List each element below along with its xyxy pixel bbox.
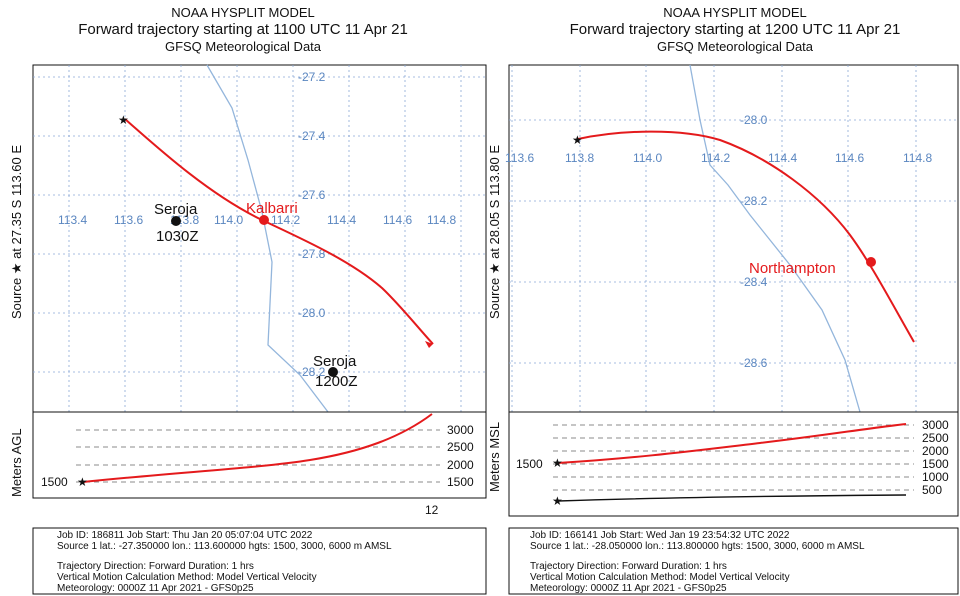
left-panel: NOAA HYSPLIT MODEL Forward trajectory st… <box>9 5 487 595</box>
right-lon-label: 113.8 <box>565 151 594 165</box>
left-seroja-1030-marker <box>171 216 181 226</box>
right-lat-label: -28.4 <box>740 275 768 289</box>
left-height-tick: 3000 <box>447 423 474 437</box>
left-trajectory-arrow <box>425 341 433 348</box>
left-footer-line: Meteorology: 0000Z 11 Apr 2021 - GFS0p25 <box>57 583 254 594</box>
right-height-tick: 2500 <box>922 431 949 445</box>
right-lat-label: -28.2 <box>740 194 768 208</box>
left-footer-line: Source 1 lat.: -27.350000 lon.: 113.6000… <box>57 541 392 552</box>
right-lon-label: 114.0 <box>633 151 662 165</box>
left-height-profile <box>82 413 433 483</box>
right-height-axis-label: Meters MSL <box>487 422 502 492</box>
left-kalbarri-marker <box>259 215 269 225</box>
right-height-tick: 1500 <box>922 457 949 471</box>
right-lon-label: 114.8 <box>903 151 932 165</box>
right-height-profile <box>557 423 907 464</box>
right-height-start-star-icon: ★ <box>552 456 563 470</box>
right-height-frame <box>508 411 959 517</box>
right-lon-label: 114.6 <box>835 151 864 165</box>
left-lon-label: 114.0 <box>214 213 243 227</box>
left-source-label: Source ★ at 27.35 S 113.60 E <box>9 145 24 319</box>
left-height-start-star-icon: ★ <box>77 475 88 489</box>
right-map-frame <box>508 64 959 413</box>
left-place-kalbarri: Kalbarri <box>246 200 298 217</box>
right-footer-frame <box>508 527 959 595</box>
right-title-model: NOAA HYSPLIT MODEL <box>663 5 807 20</box>
left-place-seroja-1200-time: 1200Z <box>315 373 358 390</box>
right-title-trajectory: Forward trajectory starting at 1200 UTC … <box>570 21 901 38</box>
right-title-met-data: GFSQ Meteorological Data <box>657 39 814 54</box>
left-lat-label: -27.4 <box>298 129 326 143</box>
right-trajectory-path <box>577 130 915 343</box>
right-height-profile-lower <box>557 494 907 502</box>
right-height-lower-star-icon: ★ <box>552 494 563 508</box>
right-source-label: Source ★ at 28.05 S 113.80 E <box>487 145 502 319</box>
left-footer-line: Trajectory Direction: Forward Duration: … <box>57 561 254 572</box>
left-start-height: 1500 <box>41 475 68 489</box>
left-height-frame <box>32 411 487 499</box>
left-title-model: NOAA HYSPLIT MODEL <box>171 5 315 20</box>
left-title-met-data: GFSQ Meteorological Data <box>165 39 322 54</box>
right-panel: NOAA HYSPLIT MODEL Forward trajectory st… <box>487 5 959 595</box>
left-height-tick: 2000 <box>447 458 474 472</box>
right-lon-label: 113.6 <box>505 151 534 165</box>
right-lat-label: -28.6 <box>740 356 768 370</box>
right-lat-label: -28.0 <box>740 113 768 127</box>
right-height-tick: 2000 <box>922 444 949 458</box>
right-height-tick: 1000 <box>922 470 949 484</box>
left-height-axis-label: Meters AGL <box>9 428 24 497</box>
right-lon-label: 114.2 <box>701 151 730 165</box>
right-map-grid <box>509 65 958 412</box>
left-lon-label: 113.6 <box>114 213 143 227</box>
right-source-star-icon: ★ <box>572 133 583 147</box>
left-place-seroja-1030: Seroja <box>154 201 198 218</box>
right-start-height: 1500 <box>516 457 543 471</box>
left-map-frame <box>32 64 487 413</box>
right-lon-label: 114.4 <box>768 151 797 165</box>
right-northampton-marker <box>866 257 876 267</box>
left-footer-frame <box>32 527 487 595</box>
right-footer-line: Meteorology: 0000Z 11 Apr 2021 - GFS0p25 <box>530 583 727 594</box>
left-lat-label: -28.2 <box>298 365 326 379</box>
left-lon-label: 114.4 <box>327 213 356 227</box>
left-lat-label: -27.8 <box>298 247 326 261</box>
left-footer-line: Job ID: 186811 Job Start: Thu Jan 20 05:… <box>57 530 313 541</box>
left-trajectory-path <box>124 118 434 345</box>
right-grid-curve <box>689 64 861 413</box>
right-height-tick: 3000 <box>922 418 949 432</box>
left-map-grid <box>33 65 486 412</box>
left-lat-label: -28.0 <box>298 306 326 320</box>
left-lon-label: 114.6 <box>383 213 412 227</box>
left-grid-curve <box>206 64 329 413</box>
right-height-tick: 500 <box>922 483 942 497</box>
right-place-northampton: Northampton <box>749 260 836 277</box>
left-lon-label: 114.2 <box>271 213 300 227</box>
left-lon-label: 114.8 <box>427 213 456 227</box>
right-footer-line: Job ID: 166141 Job Start: Wed Jan 19 23:… <box>530 530 790 541</box>
left-source-star-icon: ★ <box>118 113 129 127</box>
left-height-tick: 2500 <box>447 440 474 454</box>
right-footer-line: Source 1 lat.: -28.050000 lon.: 113.8000… <box>530 541 865 552</box>
left-lat-label: -27.2 <box>298 70 326 84</box>
left-lat-label: -27.6 <box>298 188 326 202</box>
left-footer-line: Vertical Motion Calculation Method: Mode… <box>57 572 317 583</box>
left-time-tick: 12 <box>425 503 439 517</box>
right-footer-line: Vertical Motion Calculation Method: Mode… <box>530 572 790 583</box>
left-seroja-1200-marker <box>328 367 338 377</box>
left-height-tick: 1500 <box>447 475 474 489</box>
left-place-seroja-1200: Seroja <box>313 353 357 370</box>
right-footer-line: Trajectory Direction: Forward Duration: … <box>530 561 727 572</box>
left-title-trajectory: Forward trajectory starting at 1100 UTC … <box>78 21 408 38</box>
left-place-seroja-1030-time: 1030Z <box>156 228 199 245</box>
left-lon-label: 113.4 <box>58 213 87 227</box>
